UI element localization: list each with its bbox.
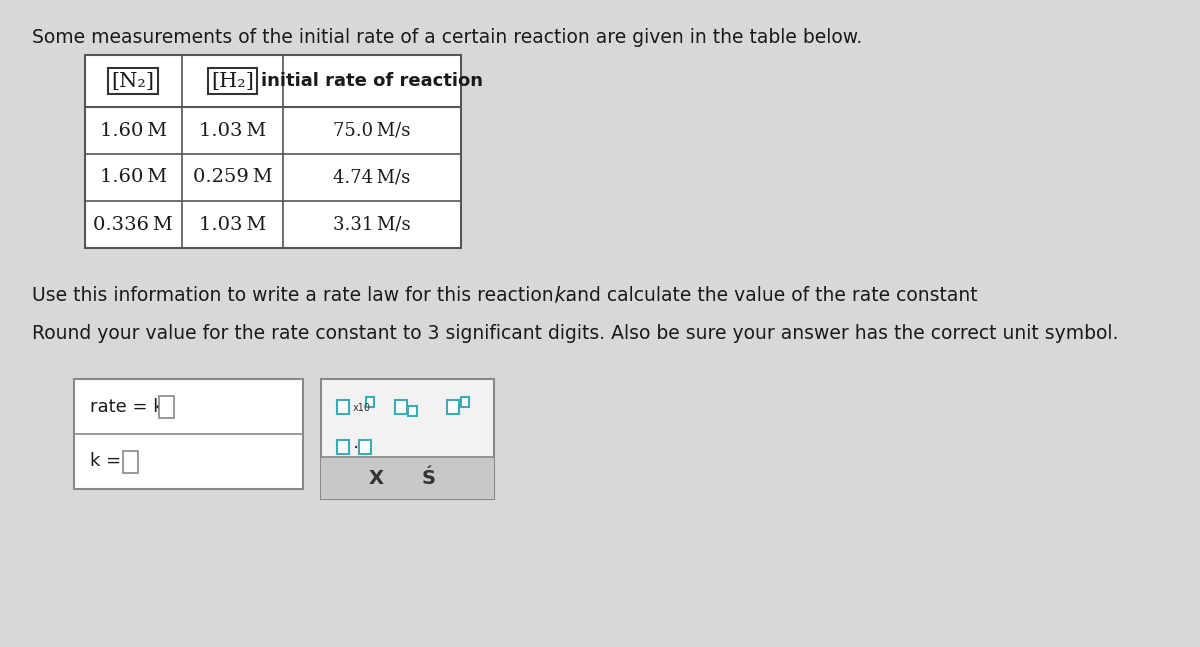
Text: initial rate of reaction: initial rate of reaction bbox=[260, 72, 482, 90]
Text: rate = k: rate = k bbox=[90, 397, 167, 415]
Text: 3.31 M/s: 3.31 M/s bbox=[334, 215, 410, 234]
Text: 0.259 M: 0.259 M bbox=[193, 168, 272, 186]
Bar bbox=[74, 379, 302, 489]
Bar bbox=[366, 397, 374, 407]
Text: Round your value for the rate constant to 3 significant digits. Also be sure you: Round your value for the rate constant t… bbox=[32, 324, 1118, 343]
Bar bbox=[337, 440, 349, 454]
Text: [H₂]: [H₂] bbox=[211, 72, 254, 91]
Text: 75.0 M/s: 75.0 M/s bbox=[334, 122, 410, 140]
Text: Some measurements of the initial rate of a certain reaction are given in the tab: Some measurements of the initial rate of… bbox=[32, 28, 863, 47]
Text: x10: x10 bbox=[353, 403, 371, 413]
Text: 0.336 M: 0.336 M bbox=[94, 215, 173, 234]
Text: [N₂]: [N₂] bbox=[112, 72, 155, 91]
Text: Ś: Ś bbox=[421, 468, 436, 487]
Bar bbox=[122, 450, 138, 472]
Text: ·: · bbox=[353, 439, 359, 457]
Bar bbox=[461, 397, 469, 407]
Text: k: k bbox=[554, 286, 565, 305]
Text: 1.60 M: 1.60 M bbox=[100, 168, 167, 186]
Text: X: X bbox=[370, 468, 384, 487]
Text: k =: k = bbox=[90, 452, 126, 470]
Bar bbox=[359, 440, 371, 454]
Bar bbox=[448, 400, 458, 414]
Bar bbox=[395, 400, 407, 414]
Text: Use this information to write a rate law for this reaction, and calculate the va: Use this information to write a rate law… bbox=[32, 286, 984, 305]
Text: 1.03 M: 1.03 M bbox=[199, 122, 266, 140]
Text: 1.03 M: 1.03 M bbox=[199, 215, 266, 234]
Bar bbox=[158, 395, 174, 417]
Text: .: . bbox=[564, 286, 570, 305]
Bar bbox=[84, 55, 461, 248]
Bar bbox=[337, 400, 349, 414]
Text: 4.74 M/s: 4.74 M/s bbox=[334, 168, 410, 186]
Bar bbox=[408, 406, 416, 416]
Text: 1.60 M: 1.60 M bbox=[100, 122, 167, 140]
Bar bbox=[322, 457, 494, 499]
Bar bbox=[322, 379, 494, 499]
